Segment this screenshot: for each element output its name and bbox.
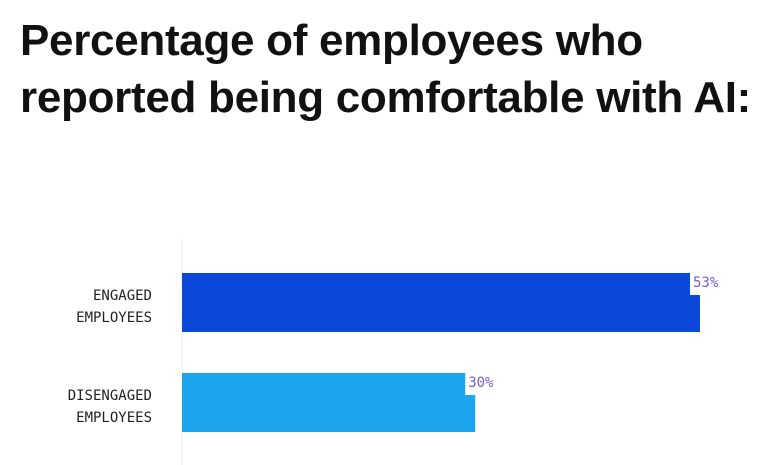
bar-0: [182, 273, 700, 332]
category-label: EMPLOYEES: [76, 310, 152, 326]
value-label-background: [690, 271, 750, 295]
value-label: 53%: [693, 275, 719, 291]
value-label: 30%: [468, 375, 494, 391]
category-label: ENGAGED: [93, 288, 152, 304]
category-label: DISENGAGED: [68, 388, 152, 404]
category-label: EMPLOYEES: [76, 410, 152, 426]
value-label-background: [465, 371, 526, 395]
bar-1: [182, 373, 476, 432]
chart-title: Percentage of employees who reported bei…: [20, 16, 752, 122]
